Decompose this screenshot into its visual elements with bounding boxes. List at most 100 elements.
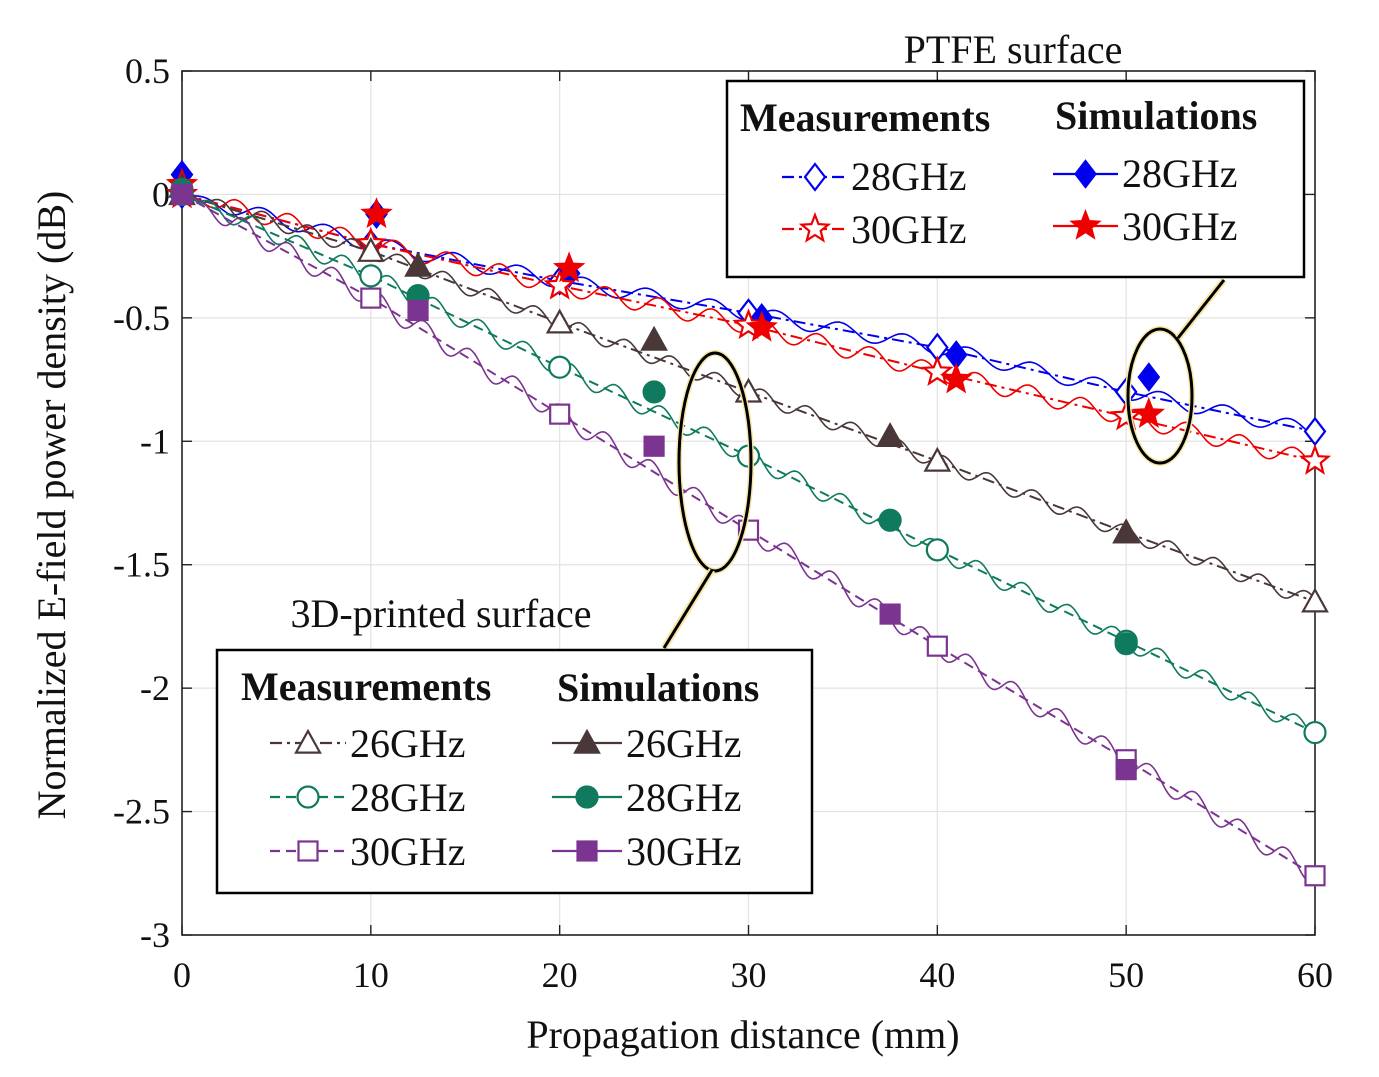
ptfe-measurements-header: Measurements <box>740 95 990 140</box>
ptfe-callout <box>1125 277 1227 466</box>
data-marker <box>1110 399 1143 431</box>
legend-swatch-ptfe-sim-30 <box>1053 208 1118 240</box>
data-marker <box>939 362 973 394</box>
data-marker <box>548 355 572 379</box>
printed-legend-sim-26-label: 26GHz <box>626 721 742 766</box>
ptfe-callout-leader <box>1176 279 1226 339</box>
data-marker <box>549 403 571 425</box>
legend-swatch-ptfe-sim-28 <box>1053 159 1118 189</box>
printed-legend-meas-26: 26GHz <box>270 721 466 766</box>
data-marker <box>921 355 954 386</box>
data-marker <box>545 308 574 334</box>
printed-legend-meas-26-label: 26GHz <box>350 721 466 766</box>
x-tick-label: 20 <box>542 955 578 995</box>
printed-surface-title: 3D-printed surface <box>291 591 592 636</box>
printed-legend-sim-30: 30GHz <box>552 829 742 874</box>
legend-marker <box>296 785 320 809</box>
legend-marker <box>798 211 832 243</box>
printed-legend-sim-28: 28GHz <box>552 775 742 820</box>
legend-swatch-ptfe-meas-28 <box>782 162 848 192</box>
ptfe-legend-sim-28-label: 28GHz <box>1122 151 1238 196</box>
x-tick-label: 30 <box>731 955 767 995</box>
data-marker <box>1115 759 1137 781</box>
ptfe-legend-meas-30-label: 30GHz <box>851 207 967 252</box>
y-tick-label: -3 <box>140 915 170 955</box>
ptfe-callout-ellipse <box>1126 327 1194 465</box>
legend-marker <box>575 785 599 809</box>
legend-swatch-printed-sim-26 <box>552 728 622 754</box>
data-marker <box>360 287 382 309</box>
data-marker <box>925 538 949 562</box>
printed-measurements-header: Measurements <box>241 664 491 709</box>
x-tick-label: 60 <box>1297 955 1333 995</box>
data-marker <box>1304 865 1326 887</box>
printed-legend-meas-30-label: 30GHz <box>350 829 466 874</box>
data-marker <box>171 183 193 206</box>
data-marker <box>404 251 432 277</box>
y-tick-label: -2 <box>140 668 170 708</box>
data-marker <box>552 251 586 283</box>
printed-legend-sim-28-label: 28GHz <box>626 775 742 820</box>
ptfe-simulations-header: Simulations <box>1055 93 1257 138</box>
data-marker <box>643 435 665 457</box>
legend-swatch-printed-meas-26 <box>270 728 346 754</box>
legend-swatch-ptfe-meas-30 <box>782 211 848 243</box>
legend-marker <box>294 728 322 754</box>
data-marker <box>1137 362 1161 392</box>
printed-legend-meas-28-label: 28GHz <box>350 775 466 820</box>
data-marker <box>360 197 393 228</box>
y-axis-title: Normalized E-field power density (dB) <box>29 191 74 820</box>
data-marker <box>640 325 668 351</box>
ptfe-legend-sim-30-label: 30GHz <box>1122 204 1238 249</box>
legend-marker <box>803 162 827 192</box>
x-tick-label: 10 <box>353 955 389 995</box>
data-marker <box>1301 587 1329 613</box>
y-tick-label: -2.5 <box>113 792 170 832</box>
y-tick-label: -1 <box>140 421 170 461</box>
data-marker <box>1298 443 1332 475</box>
ptfe-surface-title: PTFE surface <box>904 27 1123 72</box>
legend-marker <box>1069 208 1102 240</box>
data-marker <box>923 446 952 472</box>
data-marker <box>879 603 901 625</box>
printed-legend-sim-30-label: 30GHz <box>626 829 742 874</box>
data-marker <box>876 422 904 448</box>
y-tick-label: 0.5 <box>125 51 170 91</box>
data-marker <box>1303 720 1327 745</box>
ptfe-legend-sim-30: 30GHz <box>1053 204 1238 249</box>
legend-swatch-printed-meas-30 <box>270 840 346 862</box>
x-tick-label: 0 <box>173 955 191 995</box>
ptfe-legend-meas-30: 30GHz <box>782 207 967 252</box>
axis-ticks: 0 10 20 30 40 50 60 0.5 0 -0.5 -1 -1.5 -2 -2.5 -3 <box>113 51 1333 995</box>
data-marker <box>356 236 385 262</box>
data-marker <box>642 380 666 404</box>
y-tick-label: 0 <box>152 174 170 214</box>
ptfe-legend-meas-28-label: 28GHz <box>851 154 967 199</box>
legend-swatch-printed-sim-30 <box>552 840 622 862</box>
y-tick-label: -1.5 <box>113 545 170 585</box>
data-marker <box>1114 632 1138 656</box>
legend-swatch-printed-meas-28 <box>270 785 346 809</box>
data-marker <box>1132 397 1166 428</box>
ptfe-legend: Measurements Simulations 28GHz 30GHz 28G… <box>725 79 1306 279</box>
printed-legend-meas-30: 30GHz <box>270 829 466 874</box>
data-marker <box>1112 518 1141 544</box>
ptfe-legend-sim-28: 28GHz <box>1053 151 1238 196</box>
x-tick-label: 50 <box>1108 955 1144 995</box>
data-marker <box>359 264 383 288</box>
legend-marker <box>576 840 598 862</box>
printed-simulations-header: Simulations <box>557 665 759 710</box>
data-marker <box>926 635 948 657</box>
printed-legend: Measurements Simulations 26GHz 28GHz 30G… <box>215 648 814 895</box>
legend-swatch-printed-sim-28 <box>552 785 622 809</box>
data-marker <box>407 299 429 322</box>
x-tick-label: 40 <box>919 955 955 995</box>
printed-legend-sim-26: 26GHz <box>552 721 742 766</box>
data-marker <box>745 310 778 342</box>
printed-legend-meas-28: 28GHz <box>270 775 466 820</box>
legend-marker <box>573 728 601 754</box>
ptfe-legend-meas-28: 28GHz <box>782 154 967 199</box>
y-tick-label: -0.5 <box>113 298 170 338</box>
printed-callout-ellipse <box>677 351 753 573</box>
